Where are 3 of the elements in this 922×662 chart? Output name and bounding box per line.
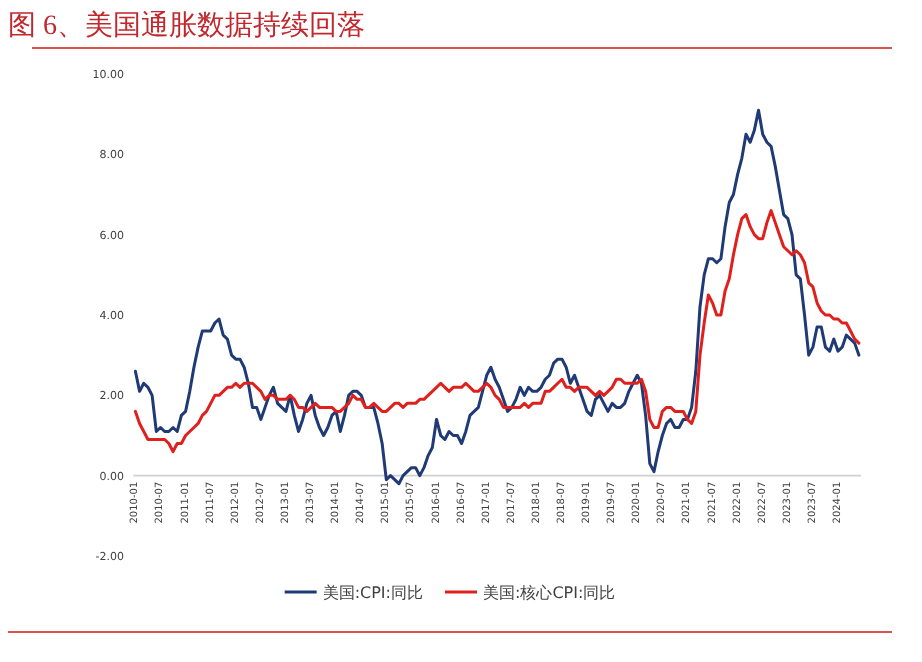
chart-title: 图 6、美国通胀数据持续回落 — [8, 10, 365, 42]
legend-label: 美国:CPI:同比 — [322, 584, 423, 602]
legend-label: 美国:核心CPI:同比 — [483, 584, 616, 602]
